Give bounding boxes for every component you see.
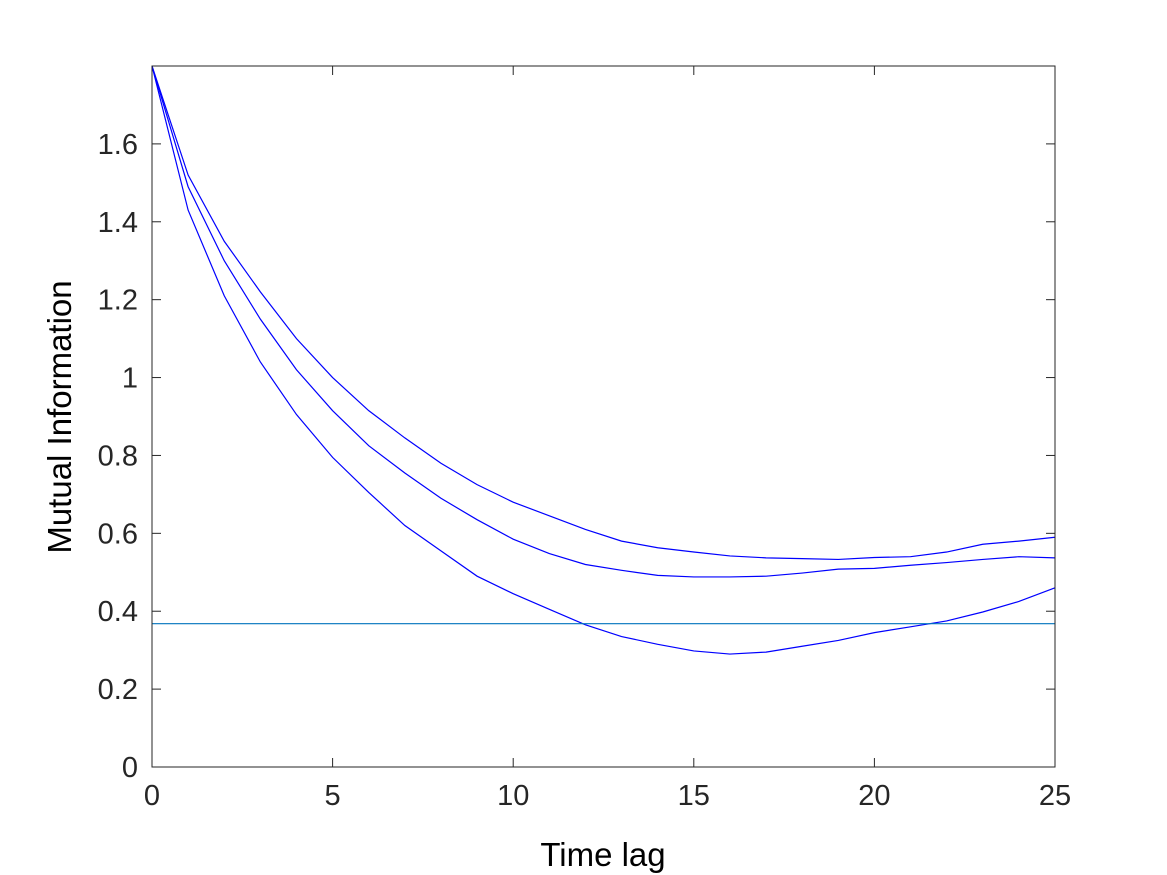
y-tick-label: 0.8	[98, 440, 138, 472]
y-tick-label: 0.2	[98, 674, 138, 706]
x-tick-label: 10	[497, 780, 529, 812]
y-tick-label: 1.2	[98, 285, 138, 317]
y-tick-label: 0.6	[98, 518, 138, 550]
x-tick-label: 15	[678, 780, 710, 812]
y-tick-label: 1.4	[98, 207, 138, 239]
y-tick-label: 0	[122, 752, 138, 784]
plot-frame	[151, 65, 1056, 768]
series-line-3	[151, 65, 1056, 655]
y-axis-label: Mutual Information	[41, 280, 78, 553]
y-tick-label: 0.4	[98, 596, 138, 628]
x-tick-label: 20	[858, 780, 890, 812]
x-tick-label: 0	[144, 780, 160, 812]
x-tick-label: 25	[1039, 780, 1071, 812]
y-tick-label: 1.6	[98, 129, 138, 161]
x-axis-label: Time lag	[540, 836, 665, 873]
series-line-2	[151, 65, 1056, 578]
axes: 0 5 10 15 20 25 0 0.2 0.4 0.6 0.8 1 1.2 1.4 1.6	[98, 65, 1071, 812]
series-line-1	[151, 65, 1056, 561]
x-tick-label: 5	[325, 780, 341, 812]
y-tick-label: 1	[122, 363, 138, 395]
series-layer	[151, 65, 1056, 655]
